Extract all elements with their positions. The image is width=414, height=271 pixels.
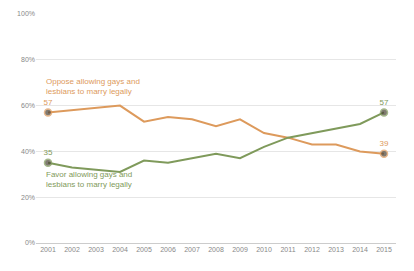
svg-text:40%: 40%: [21, 148, 35, 155]
svg-text:35: 35: [44, 148, 53, 157]
svg-text:100%: 100%: [17, 10, 35, 17]
svg-text:2006: 2006: [160, 246, 176, 253]
svg-text:2007: 2007: [184, 246, 200, 253]
svg-text:Oppose allowing gays andlesbia: Oppose allowing gays andlesbians to marr…: [46, 77, 140, 96]
svg-text:2004: 2004: [112, 246, 128, 253]
svg-text:2009: 2009: [232, 246, 248, 253]
svg-text:2012: 2012: [304, 246, 320, 253]
svg-text:60%: 60%: [21, 102, 35, 109]
svg-text:2001: 2001: [40, 246, 56, 253]
svg-text:2014: 2014: [352, 246, 368, 253]
svg-text:57: 57: [44, 98, 53, 107]
svg-text:80%: 80%: [21, 56, 35, 63]
svg-text:0%: 0%: [25, 239, 35, 246]
svg-text:2008: 2008: [208, 246, 224, 253]
svg-text:Favor allowing gays andlesbian: Favor allowing gays andlesbians to marry…: [46, 170, 132, 189]
svg-text:20%: 20%: [21, 194, 35, 201]
svg-text:39: 39: [380, 139, 389, 148]
svg-text:2002: 2002: [64, 246, 80, 253]
svg-text:57: 57: [380, 98, 389, 107]
svg-text:2005: 2005: [136, 246, 152, 253]
svg-text:2013: 2013: [328, 246, 344, 253]
svg-text:2015: 2015: [376, 246, 392, 253]
svg-text:2003: 2003: [88, 246, 104, 253]
svg-text:2010: 2010: [256, 246, 272, 253]
svg-text:2011: 2011: [280, 246, 295, 253]
